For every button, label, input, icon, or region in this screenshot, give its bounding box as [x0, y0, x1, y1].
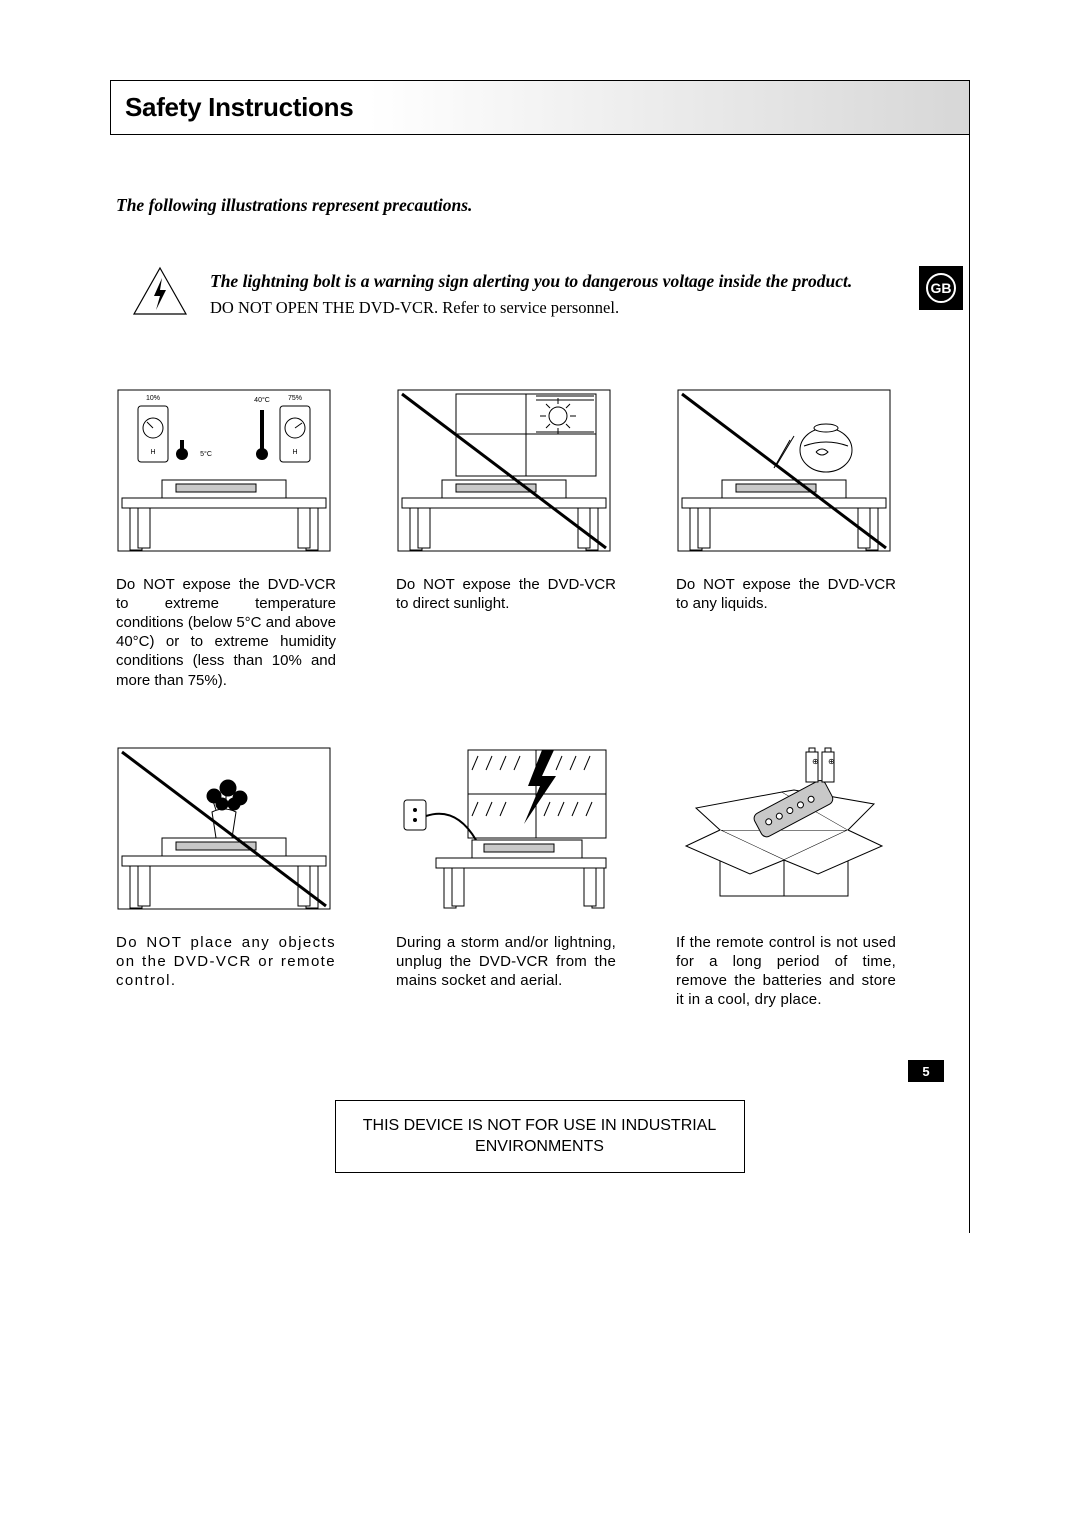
- caption-storm: During a storm and/or lightning, unplug …: [396, 933, 616, 991]
- warning-second-line: DO NOT OPEN THE DVD-VCR. Refer to servic…: [210, 298, 969, 318]
- warning-text-block: The lightning bolt is a warning sign ale…: [210, 266, 969, 318]
- intro-text: The following illustrations represent pr…: [116, 195, 969, 216]
- svg-text:H: H: [292, 449, 297, 456]
- warning-row: The lightning bolt is a warning sign ale…: [132, 266, 969, 318]
- caption-liquids: Do NOT expose the DVD-VCR to any liquids…: [676, 575, 896, 613]
- caption-remote: If the remote control is not used for a …: [676, 933, 896, 1010]
- lightning-triangle-icon: [132, 266, 188, 316]
- illus-liquids-icon: [676, 388, 892, 553]
- cell-storm: During a storm and/or lightning, unplug …: [396, 746, 616, 1010]
- svg-text:75%: 75%: [288, 395, 302, 402]
- svg-text:H: H: [150, 449, 155, 456]
- illus-temperature-icon: H 10% 5°C 40°C H 75%: [116, 388, 332, 553]
- warning-bold-line: The lightning bolt is a warning sign ale…: [210, 270, 969, 294]
- illus-sunlight-icon: [396, 388, 612, 553]
- cell-remote: ⊕ ⊕ If the remote control is not used fo…: [676, 746, 896, 1010]
- caption-temperature: Do NOT expose the DVD-VCR to extreme tem…: [116, 575, 336, 690]
- notice-text: THIS DEVICE IS NOT FOR USE IN INDUSTRIAL…: [363, 1117, 717, 1156]
- language-badge-label: GB: [926, 273, 956, 303]
- language-badge: GB: [919, 266, 963, 310]
- illus-objects-icon: [116, 746, 332, 911]
- cell-liquids: Do NOT expose the DVD-VCR to any liquids…: [676, 388, 896, 690]
- caption-objects: Do NOT place any objects on the DVD-VCR …: [116, 933, 336, 991]
- page-number: 5: [908, 1060, 944, 1082]
- svg-text:5°C: 5°C: [200, 450, 212, 458]
- svg-text:⊕: ⊕: [828, 757, 835, 766]
- illus-storm-icon: [396, 746, 612, 911]
- svg-text:40°C: 40°C: [254, 396, 270, 404]
- notice-box: THIS DEVICE IS NOT FOR USE IN INDUSTRIAL…: [335, 1100, 745, 1173]
- svg-text:⊕: ⊕: [812, 757, 819, 766]
- illus-remote-icon: ⊕ ⊕: [676, 746, 892, 911]
- title-bar: Safety Instructions: [110, 81, 969, 135]
- cell-sunlight: Do NOT expose the DVD-VCR to direct sunl…: [396, 388, 616, 690]
- illustration-grid: H 10% 5°C 40°C H 75%: [116, 388, 969, 1010]
- page-frame: Safety Instructions The following illust…: [110, 80, 970, 1233]
- svg-text:10%: 10%: [146, 395, 160, 402]
- cell-temperature: H 10% 5°C 40°C H 75%: [116, 388, 336, 690]
- page-title: Safety Instructions: [125, 92, 353, 123]
- cell-objects: Do NOT place any objects on the DVD-VCR …: [116, 746, 336, 1010]
- caption-sunlight: Do NOT expose the DVD-VCR to direct sunl…: [396, 575, 616, 613]
